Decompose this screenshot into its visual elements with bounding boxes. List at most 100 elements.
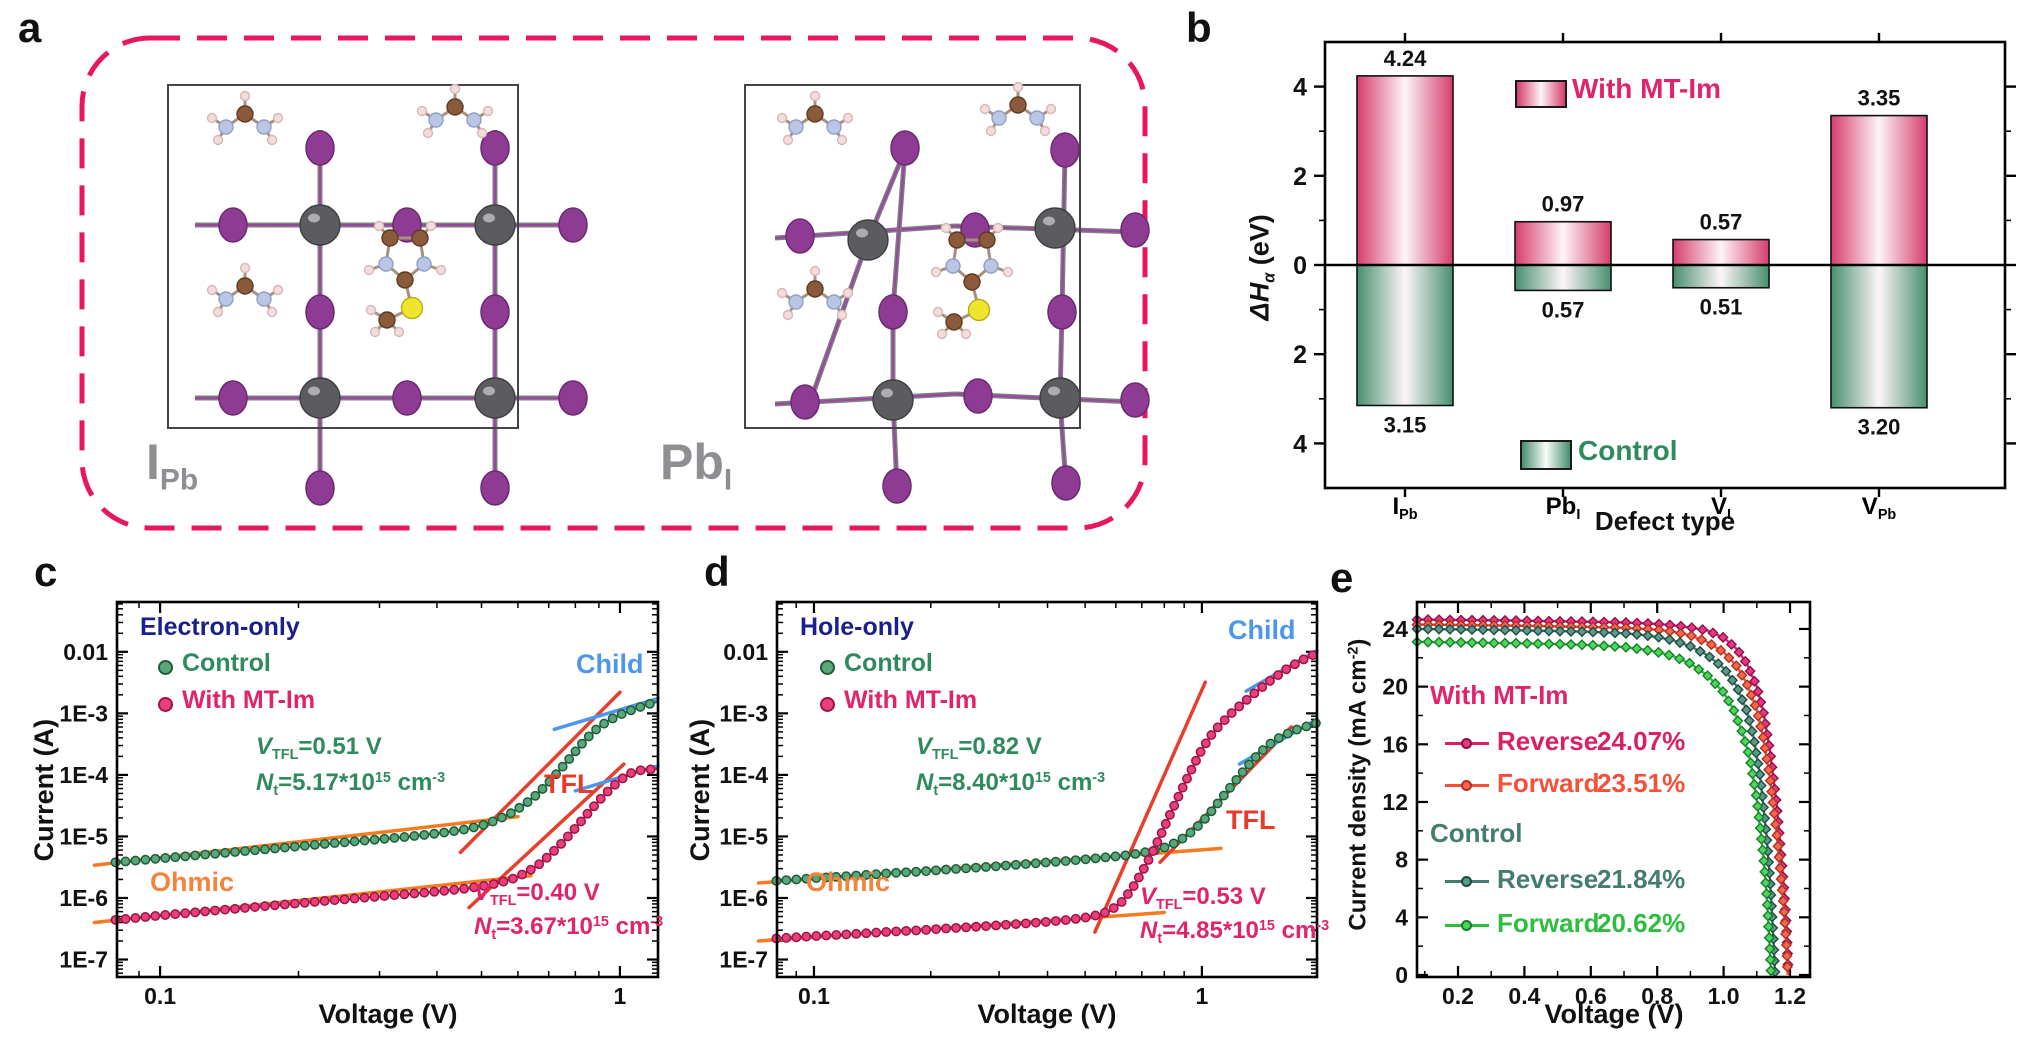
series-marker — [279, 842, 290, 853]
svg-text:0.57: 0.57 — [1700, 210, 1743, 235]
h-atom — [482, 105, 494, 117]
n-atom — [256, 291, 272, 307]
series-marker — [1218, 790, 1229, 801]
series-marker — [309, 839, 320, 850]
series-marker — [781, 875, 792, 886]
series-marker — [449, 884, 460, 895]
series-marker — [1001, 919, 1011, 930]
h-atom — [206, 284, 218, 296]
svg-text:1E-5: 1E-5 — [59, 823, 108, 849]
h-atom — [960, 328, 972, 340]
series-marker — [564, 754, 575, 765]
series-marker — [1730, 660, 1742, 672]
series-marker — [841, 871, 852, 882]
c-legend-dot-control — [158, 660, 173, 675]
series-marker — [1732, 715, 1744, 727]
series-marker — [589, 801, 599, 812]
svg-text:8: 8 — [1395, 847, 1408, 873]
series-marker — [961, 863, 971, 874]
series-marker — [1206, 806, 1217, 817]
series-marker — [1532, 638, 1544, 650]
series-marker — [130, 855, 141, 866]
iodine-atom — [305, 294, 335, 330]
series-marker — [1775, 873, 1787, 885]
series-marker — [577, 738, 587, 749]
series-marker — [645, 764, 656, 775]
series-marker — [1631, 643, 1643, 655]
n-atom — [826, 119, 842, 135]
series-marker — [1712, 658, 1724, 670]
series-marker — [1164, 809, 1175, 820]
series-marker — [508, 873, 518, 884]
c-atom — [381, 229, 399, 247]
series-marker — [498, 876, 509, 887]
series-marker — [1674, 637, 1686, 649]
series-marker — [269, 900, 280, 911]
series-marker — [1768, 807, 1780, 820]
c-x-axis-label: Voltage (V) — [318, 999, 458, 1029]
series-marker — [911, 925, 922, 936]
series-marker — [1763, 764, 1775, 776]
series-marker — [190, 907, 201, 918]
h-atom — [435, 264, 447, 276]
n-atom — [378, 256, 394, 272]
iodine-atom — [218, 380, 248, 416]
series-line — [776, 721, 1318, 882]
series-marker — [1040, 916, 1051, 927]
d-nt-mtim: Nt=4.85*1015 cm-3 — [1140, 917, 1330, 948]
series-marker — [319, 896, 330, 906]
series-marker — [951, 922, 962, 933]
series-marker — [881, 868, 892, 879]
series-marker — [429, 828, 440, 839]
series-marker — [1728, 704, 1740, 717]
series-marker — [1781, 961, 1793, 973]
e-marker-mtim-reverse — [1445, 738, 1489, 749]
series-marker — [990, 861, 1001, 872]
iodine-atom — [785, 218, 815, 254]
series-marker — [1090, 853, 1101, 864]
h-atom — [940, 222, 952, 234]
series-marker — [488, 879, 499, 890]
series-marker — [1510, 624, 1522, 636]
defect-label-ipb: IPb — [146, 434, 199, 497]
d-vtfl-mtim: VTFL=0.53 V — [1140, 883, 1266, 914]
series-marker — [339, 894, 350, 905]
series-marker — [801, 931, 812, 942]
s-atom — [400, 296, 424, 320]
series-marker — [569, 824, 580, 834]
svg-text:0.8: 0.8 — [1641, 983, 1673, 1009]
series-marker — [1020, 859, 1031, 870]
series-marker — [1684, 640, 1696, 652]
series-marker — [1773, 851, 1785, 863]
h-atom — [985, 125, 997, 137]
iodine-atom — [890, 130, 920, 166]
series-marker — [617, 773, 628, 784]
series-marker — [1777, 895, 1789, 907]
series-marker — [931, 865, 941, 876]
series-marker — [991, 920, 1001, 931]
series-marker — [1200, 738, 1211, 749]
n-atom — [416, 256, 432, 272]
series-marker — [1780, 939, 1792, 951]
bar-mtim — [1356, 75, 1454, 266]
series-marker — [1694, 645, 1706, 657]
series-marker — [1745, 757, 1757, 769]
n-atom — [256, 119, 272, 135]
series-marker — [1675, 627, 1687, 639]
series-marker — [549, 845, 559, 856]
svg-text:1: 1 — [1196, 983, 1209, 1009]
bar-control — [1514, 264, 1612, 292]
e-pct-mtim-forward: 23.51% — [1597, 768, 1686, 798]
series-marker — [1466, 637, 1478, 649]
e-marker-control-forward — [1445, 920, 1489, 931]
b-tick-pbi: PbI — [1545, 493, 1581, 524]
series-marker — [1177, 833, 1188, 844]
series-marker — [1702, 670, 1714, 682]
series-marker — [891, 867, 902, 878]
e-label-control-reverse: Reverse — [1497, 864, 1599, 894]
b-tick-vpb: VPb — [1861, 493, 1897, 524]
series-marker — [1736, 694, 1748, 706]
series-marker — [1080, 912, 1091, 923]
series-marker — [150, 853, 161, 864]
series-marker — [525, 864, 536, 875]
